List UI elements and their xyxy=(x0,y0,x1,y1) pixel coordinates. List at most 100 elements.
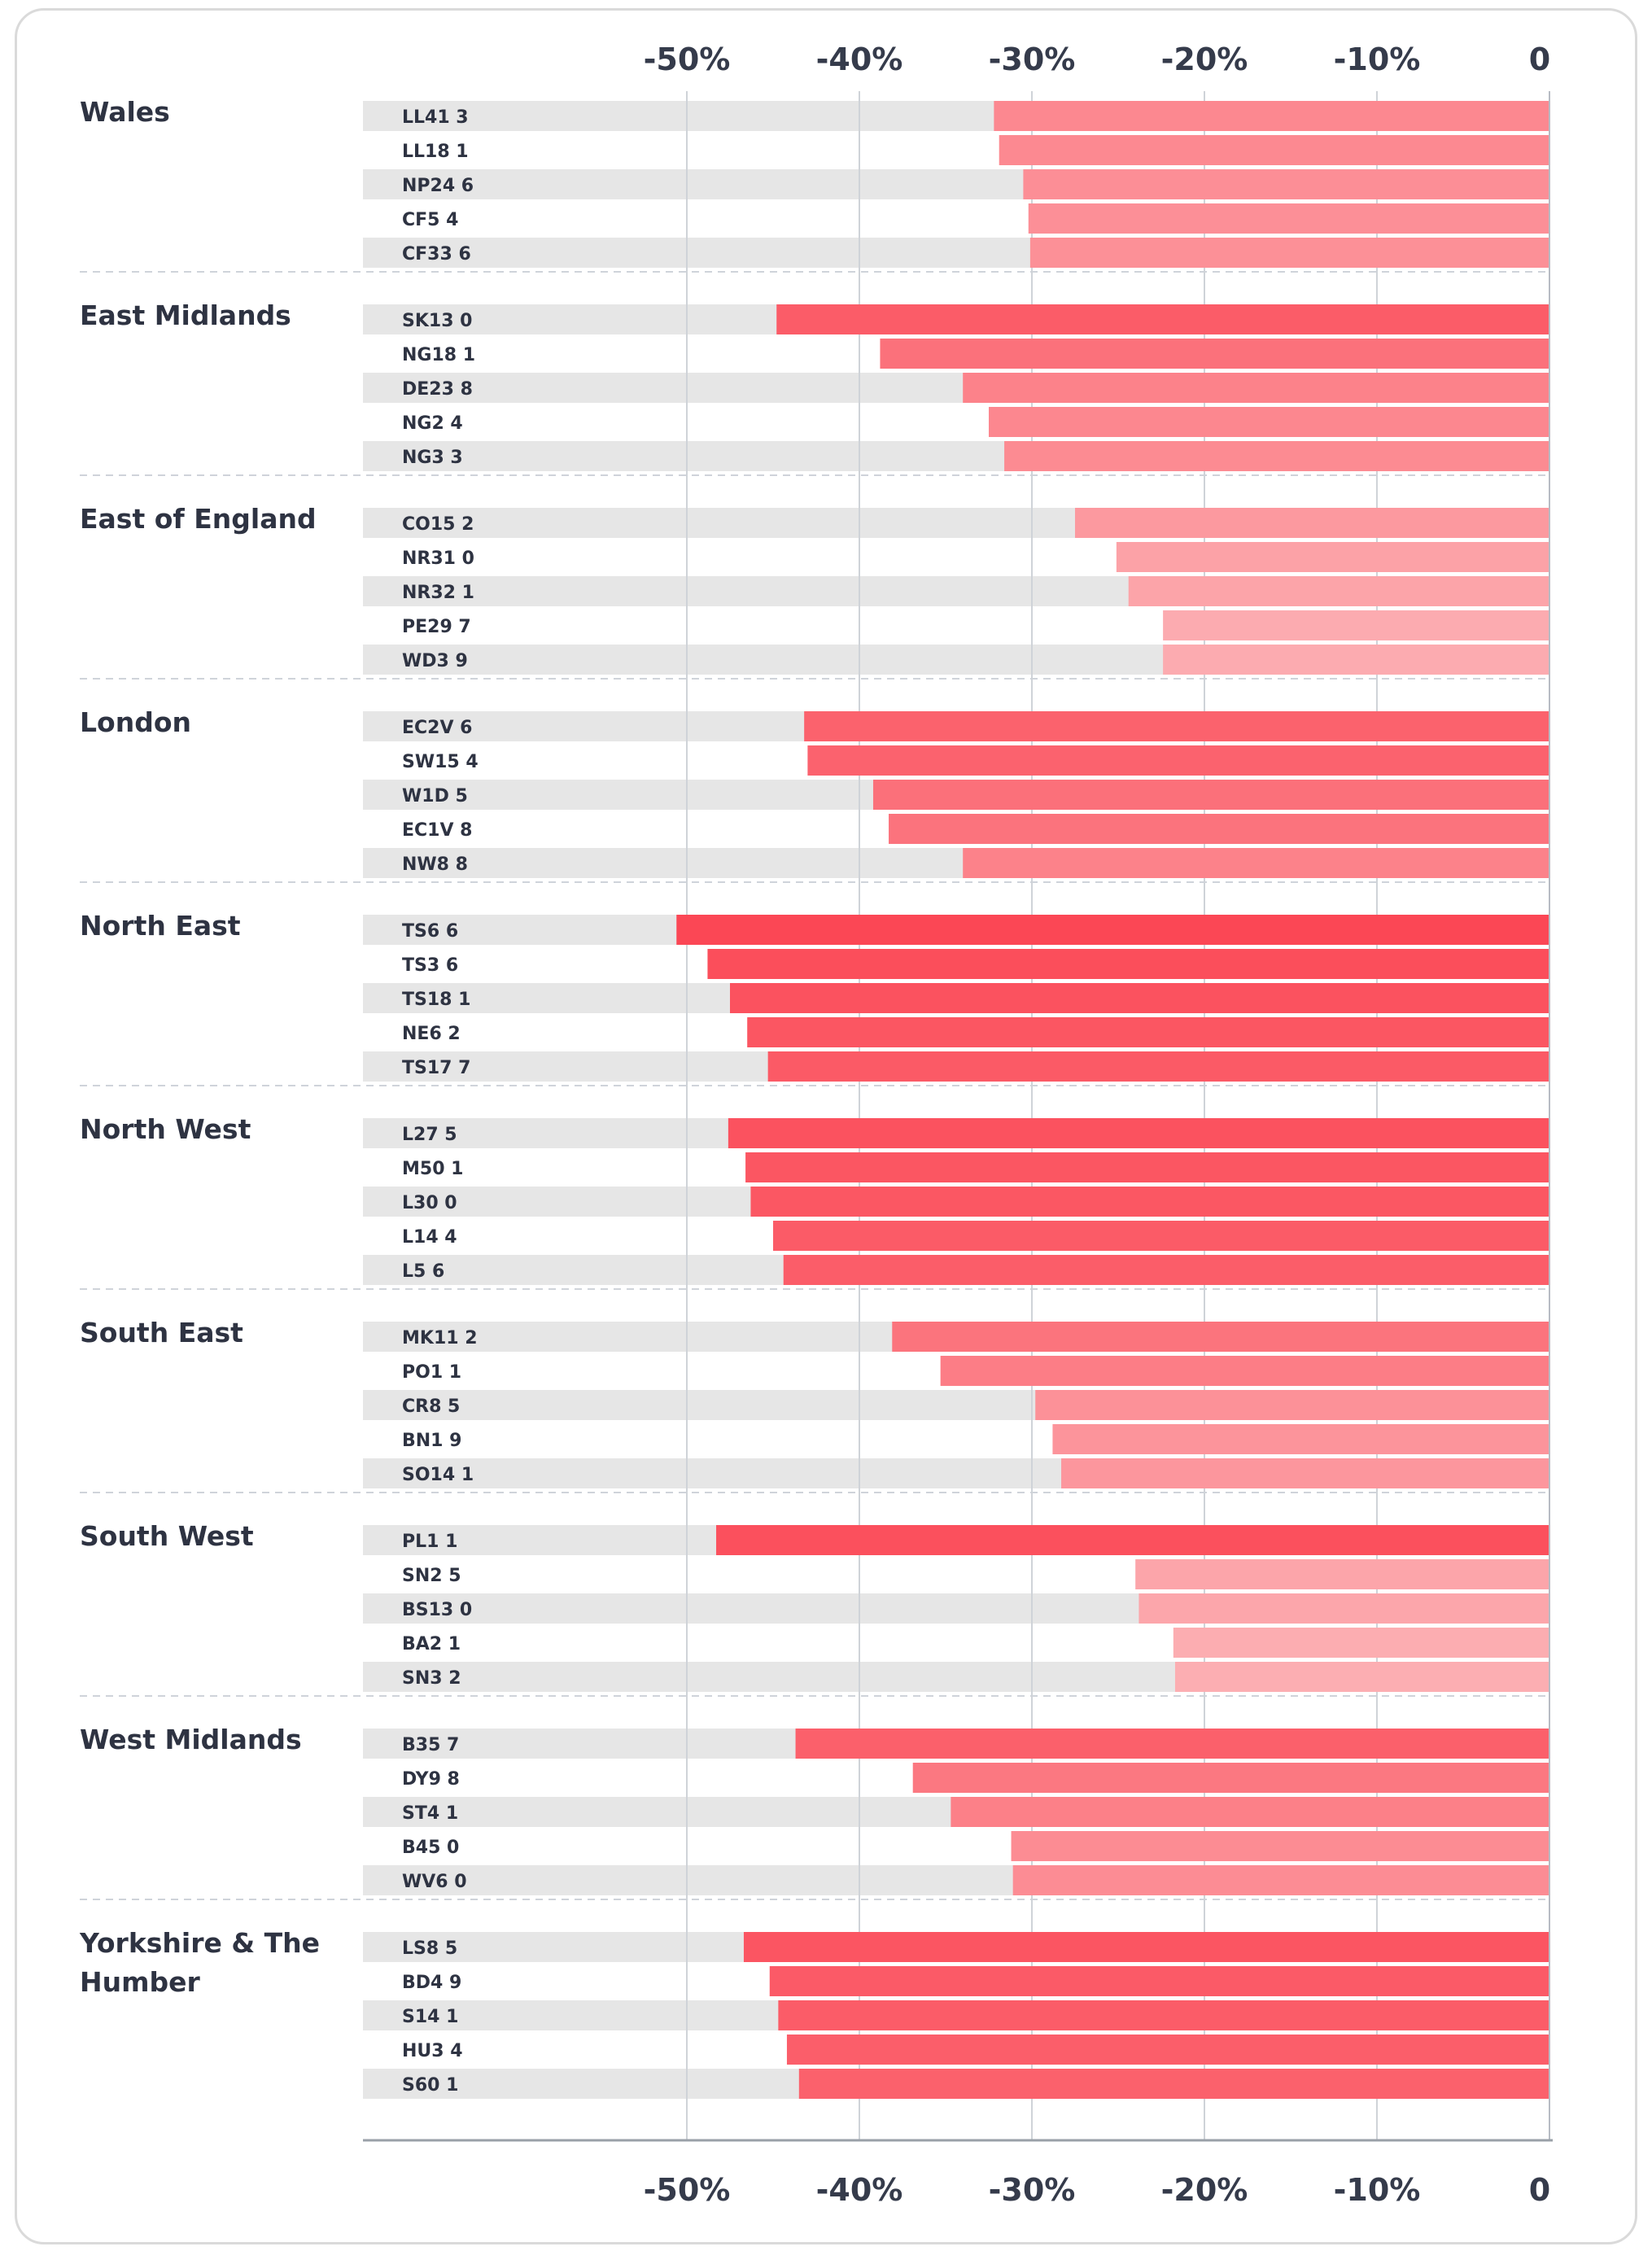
postcode-label: LS8 5 xyxy=(402,1938,457,1959)
bar[interactable] xyxy=(1163,610,1549,640)
top-tick-label: -10% xyxy=(1334,42,1421,77)
bar[interactable] xyxy=(999,135,1549,165)
postcode-label: S14 1 xyxy=(402,2007,458,2027)
bar[interactable] xyxy=(1075,508,1549,538)
postcode-label: PO1 1 xyxy=(402,1362,461,1383)
bar[interactable] xyxy=(778,2000,1549,2030)
bar[interactable] xyxy=(989,407,1549,437)
top-tick-label: -40% xyxy=(816,42,903,77)
bottom-tick-label: -30% xyxy=(989,2172,1076,2208)
bar[interactable] xyxy=(963,848,1549,878)
bar[interactable] xyxy=(804,711,1549,741)
bar[interactable] xyxy=(807,745,1549,776)
bar[interactable] xyxy=(1163,645,1549,675)
postcode-label: NG2 4 xyxy=(402,413,463,434)
region-label: West Midlands xyxy=(80,1724,302,1755)
bar[interactable] xyxy=(676,915,1549,945)
bar[interactable] xyxy=(892,1322,1549,1352)
bar[interactable] xyxy=(1011,1831,1549,1861)
bar[interactable] xyxy=(1138,1593,1549,1624)
bottom-tick-label: 0 xyxy=(1529,2172,1550,2208)
bar[interactable] xyxy=(872,780,1549,810)
postcode-label: TS18 1 xyxy=(402,990,470,1010)
bar[interactable] xyxy=(1174,1662,1549,1692)
bar[interactable] xyxy=(1128,576,1549,606)
postcode-label: NG18 1 xyxy=(402,345,475,365)
postcode-label: ST4 1 xyxy=(402,1803,458,1824)
bottom-tick-label: -40% xyxy=(816,2172,903,2208)
bar[interactable] xyxy=(963,373,1549,403)
postcode-label: BA2 1 xyxy=(402,1634,461,1654)
bar[interactable] xyxy=(716,1525,1549,1555)
postcode-label: LL18 1 xyxy=(402,142,469,162)
bar[interactable] xyxy=(1012,1865,1549,1895)
bottom-tick-label: -10% xyxy=(1334,2172,1421,2208)
bar[interactable] xyxy=(773,1221,1549,1251)
postcode-label: BS13 0 xyxy=(402,1600,472,1620)
region-label: South East xyxy=(80,1317,243,1348)
bar[interactable] xyxy=(743,1932,1549,1962)
region-label: South West xyxy=(80,1520,254,1552)
postcode-label: DE23 8 xyxy=(402,379,473,400)
postcode-label: S60 1 xyxy=(402,2075,458,2096)
postcode-label: SN2 5 xyxy=(402,1566,461,1586)
bar[interactable] xyxy=(1028,203,1549,234)
postcode-label: NG3 3 xyxy=(402,448,463,468)
postcode-label: CR8 5 xyxy=(402,1396,460,1417)
top-tick-label: -50% xyxy=(644,42,731,77)
bar[interactable] xyxy=(798,2069,1549,2099)
postcode-label: DY9 8 xyxy=(402,1769,460,1790)
bar[interactable] xyxy=(730,983,1549,1013)
bottom-tick-label: -50% xyxy=(644,2172,731,2208)
postcode-label: NR32 1 xyxy=(402,583,474,603)
postcode-label: M50 1 xyxy=(402,1159,463,1179)
bar[interactable] xyxy=(880,339,1549,369)
postcode-label: NW8 8 xyxy=(402,854,468,875)
bar[interactable] xyxy=(767,1051,1549,1082)
postcode-label: B45 0 xyxy=(402,1838,459,1858)
bar[interactable] xyxy=(889,814,1549,844)
region-label: London xyxy=(80,706,191,738)
postcode-label: MK11 2 xyxy=(402,1328,478,1348)
bar[interactable] xyxy=(1023,169,1549,199)
bar[interactable] xyxy=(1052,1424,1549,1454)
bar[interactable] xyxy=(912,1763,1549,1793)
postcode-label: WD3 9 xyxy=(402,651,468,671)
bar[interactable] xyxy=(1173,1628,1549,1658)
bar[interactable] xyxy=(747,1017,1549,1047)
bar[interactable] xyxy=(1061,1458,1549,1488)
postcode-label: EC1V 8 xyxy=(402,820,472,841)
postcode-label: L5 6 xyxy=(402,1261,444,1282)
postcode-label: WV6 0 xyxy=(402,1872,467,1892)
postcode-label: NP24 6 xyxy=(402,176,474,196)
bar[interactable] xyxy=(776,304,1549,334)
bar[interactable] xyxy=(707,949,1550,979)
bar[interactable] xyxy=(1135,1559,1549,1589)
bar[interactable] xyxy=(994,101,1549,131)
top-tick-label: 0 xyxy=(1529,42,1550,77)
postcode-label: CF5 4 xyxy=(402,210,458,230)
region-label: Yorkshire & The Humber xyxy=(79,1927,320,1998)
bar[interactable] xyxy=(940,1356,1549,1386)
postcode-label: L27 5 xyxy=(402,1125,457,1145)
bar[interactable] xyxy=(769,1966,1549,1996)
bar[interactable] xyxy=(1029,238,1549,268)
postcode-label: NE6 2 xyxy=(402,1024,461,1044)
bar[interactable] xyxy=(795,1729,1549,1759)
top-tick-label: -30% xyxy=(989,42,1076,77)
region-label: Wales xyxy=(80,96,170,128)
postcode-label: TS17 7 xyxy=(402,1058,470,1078)
bar[interactable] xyxy=(750,1187,1549,1217)
bar[interactable] xyxy=(783,1255,1549,1285)
bar[interactable] xyxy=(951,1797,1549,1827)
postcode-label: PL1 1 xyxy=(402,1532,457,1552)
bar[interactable] xyxy=(786,2035,1549,2065)
postcode-label: SK13 0 xyxy=(402,311,472,331)
bar[interactable] xyxy=(1116,542,1549,572)
bar[interactable] xyxy=(745,1152,1549,1182)
bar[interactable] xyxy=(1035,1390,1549,1420)
bar[interactable] xyxy=(1004,441,1549,471)
top-tick-label: -20% xyxy=(1161,42,1248,77)
bar[interactable] xyxy=(728,1118,1549,1148)
